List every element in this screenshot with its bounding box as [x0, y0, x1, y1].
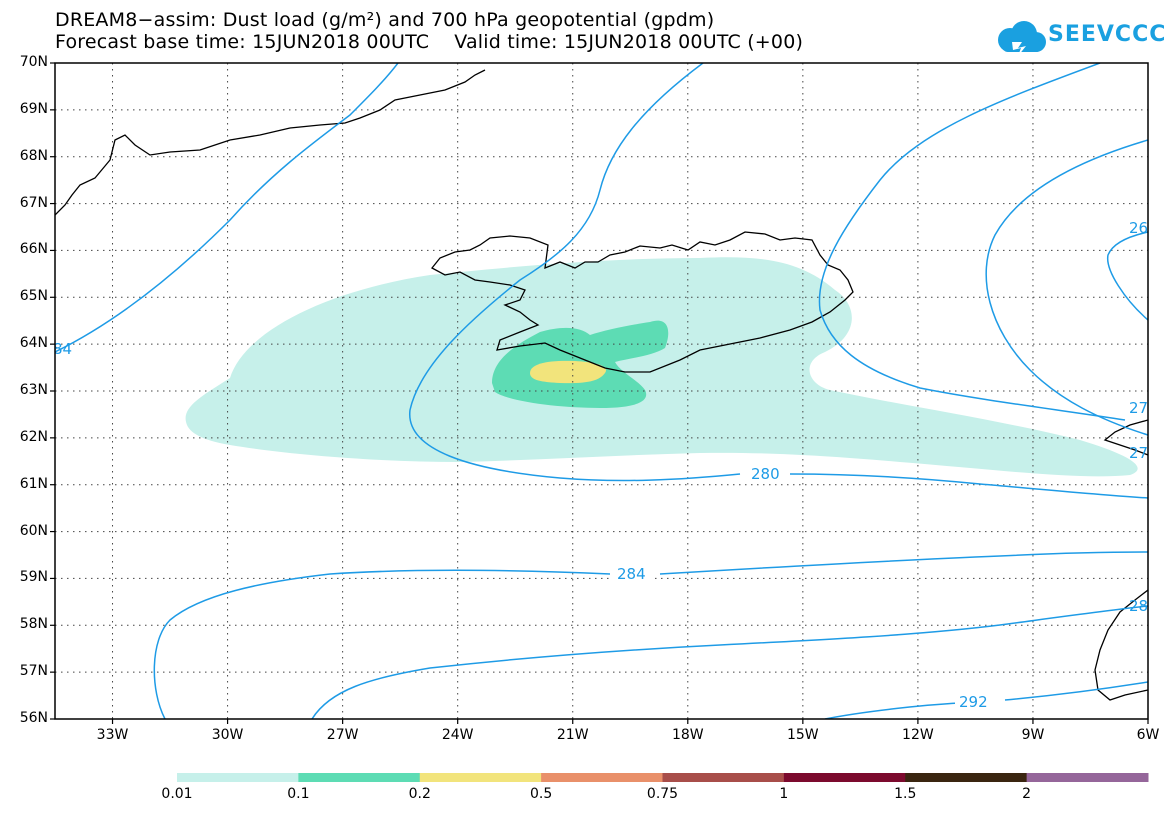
cloud-icon	[998, 21, 1046, 56]
contour-268	[1107, 231, 1148, 321]
scotland-coast	[1103, 419, 1148, 456]
contour-label-280: 280	[751, 465, 780, 483]
contour-label-264: 84	[53, 340, 72, 358]
contour-284	[153, 569, 611, 719]
contour-292b	[1004, 681, 1148, 701]
colorbar-swatch	[177, 773, 299, 782]
lon-label: 27W	[326, 727, 359, 743]
lon-label: 24W	[441, 727, 474, 743]
coastlines	[55, 69, 1148, 701]
colorbar-label: 0.5	[529, 786, 553, 802]
contour-292	[824, 702, 961, 719]
lat-label: 59N	[19, 569, 48, 586]
colorbar	[177, 773, 1149, 782]
seevccc-logo	[998, 21, 1046, 56]
contour-label-284: 284	[617, 565, 646, 583]
norway-coast	[1094, 589, 1148, 701]
lat-label: 67N	[19, 194, 48, 211]
lat-label: 69N	[19, 100, 48, 117]
lon-label: 18W	[671, 727, 704, 743]
colorbar-swatch	[541, 773, 663, 782]
lon-label: 15W	[786, 727, 819, 743]
contour-272	[985, 139, 1148, 436]
lat-label: 61N	[19, 475, 48, 492]
colorbar-label: 0.75	[646, 786, 679, 802]
colorbar-swatch	[905, 773, 1028, 782]
lon-label: 33W	[96, 727, 129, 743]
colorbar-label: 2	[1022, 786, 1032, 802]
colorbar-swatch	[662, 773, 785, 782]
contour-label-288: 28	[1129, 597, 1148, 615]
lat-label: 63N	[19, 382, 48, 398]
lon-label: 21W	[556, 727, 589, 743]
contour-label-272: 27	[1129, 444, 1148, 462]
lon-label: 30W	[211, 727, 244, 743]
graticule	[55, 63, 1148, 719]
axis-ticks	[50, 62, 1149, 724]
lat-label: 56N	[19, 710, 48, 726]
logo-text: SEEVCCC	[1048, 22, 1167, 47]
contour-label-276: 27	[1129, 399, 1148, 417]
lat-label: 68N	[19, 147, 48, 164]
contour-label-268: 26	[1129, 219, 1148, 237]
contour-284b	[659, 551, 1148, 575]
forecast-times: Forecast base time: 15JUN2018 00UTC Vali…	[55, 31, 804, 53]
contour-276b	[818, 63, 1126, 421]
lat-label: 66N	[19, 241, 48, 258]
colorbar-label: 0.1	[287, 786, 310, 802]
contour-276a	[409, 63, 741, 482]
contour-288	[311, 605, 1148, 719]
colorbar-label: 0.2	[408, 786, 431, 802]
lon-label: 12W	[902, 727, 934, 743]
contour-280	[789, 473, 1148, 499]
colorbar-swatch	[783, 773, 906, 782]
colorbar-label: 0.01	[161, 786, 193, 802]
lat-label: 64N	[19, 335, 48, 352]
colorbar-label: 1	[779, 786, 789, 802]
lat-label: 60N	[19, 522, 48, 539]
contour-label-292: 292	[959, 693, 988, 711]
colorbar-label: 1.5	[894, 786, 917, 802]
map-title: DREAM8−assim: Dust load (g/m²) and 700 h…	[55, 9, 715, 31]
lat-label: 62N	[19, 428, 48, 445]
lon-label: 9W	[1021, 727, 1045, 743]
lat-label: 58N	[19, 616, 48, 633]
dust-region-0.2	[530, 360, 606, 384]
colorbar-swatch	[1026, 773, 1149, 782]
colorbar-swatch	[298, 773, 421, 782]
colorbar-swatch	[419, 773, 542, 782]
contour-264	[55, 63, 399, 353]
lon-label: 6W	[1136, 727, 1160, 743]
lat-label: 70N	[19, 54, 48, 70]
lat-label: 65N	[19, 288, 48, 305]
lat-label: 57N	[19, 663, 48, 680]
iceland-coast	[431, 231, 854, 373]
geopotential-contours	[55, 63, 1148, 719]
greenland-coast	[55, 69, 486, 216]
